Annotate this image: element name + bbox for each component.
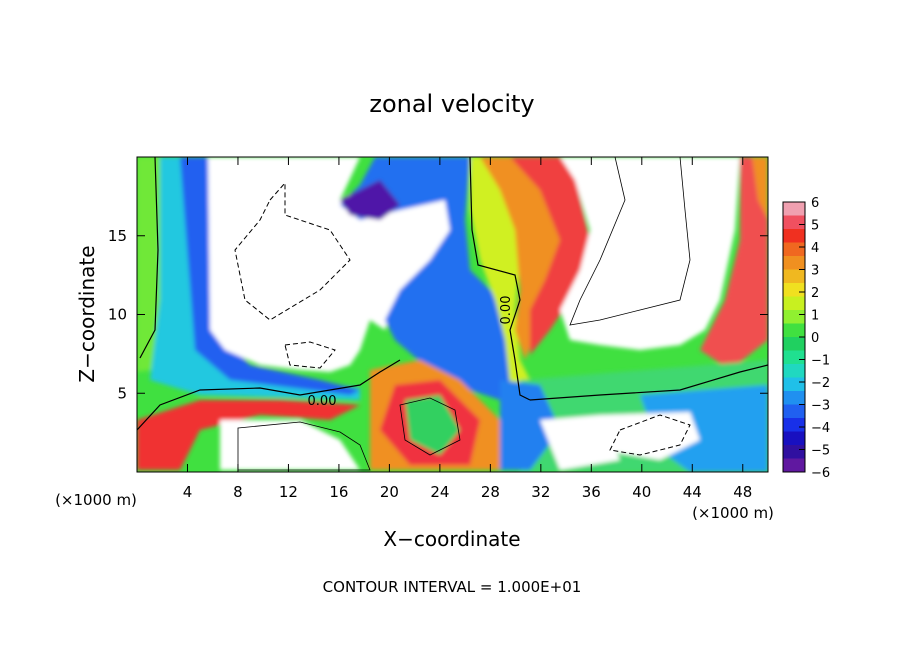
region-right-edge-orange (752, 157, 768, 220)
x-tick-label: 20 (380, 483, 399, 501)
colorbar-swatch (783, 458, 805, 473)
colorbar-swatch (783, 269, 805, 284)
contour-interval-footer: CONTOUR INTERVAL = 1.000E+01 (323, 578, 582, 596)
x-tick-label: 40 (632, 483, 651, 501)
region-lower-right-white (600, 412, 700, 460)
y-axis: 5 10 15 (108, 227, 768, 402)
colorbar-swatch (783, 242, 805, 257)
colorbar-swatch (783, 256, 805, 270)
x-tick-label: 4 (183, 483, 193, 501)
x-tick-label: 32 (531, 483, 550, 501)
colorbar-tick-label: 3 (811, 264, 819, 279)
contour-zero-left (139, 157, 159, 359)
colorbar-swatch (783, 202, 805, 216)
plot-field (137, 157, 768, 472)
colorbar-swatch (783, 418, 805, 432)
colorbar-tick-label: 5 (811, 219, 819, 234)
contour-dashed-small-left (284, 341, 336, 369)
region-bottom-center-blue (500, 380, 560, 470)
contour-dashed (234, 181, 691, 456)
contour-thin-center-blob (399, 397, 461, 456)
colorbar-swatch (783, 391, 805, 405)
x-unit-label-left: (×1000 m) (55, 491, 137, 509)
x-axis: 4 8 12 16 20 24 28 32 36 40 44 48 (183, 157, 752, 501)
colorbar-swatch (783, 229, 805, 243)
x-tick-label: 12 (279, 483, 298, 501)
contour-label-2: 0.00 (499, 296, 514, 325)
contour-zero-center (469, 157, 531, 401)
contour-label-1: 0.00 (308, 394, 337, 409)
colorbar-tick-label: 1 (811, 309, 819, 324)
colorbar-tick-label: −3 (811, 399, 830, 414)
x-tick-label: 8 (233, 483, 243, 501)
colorbar-tick-label: −5 (811, 444, 830, 459)
colorbar-swatch (783, 364, 805, 378)
colorbar-swatch (783, 445, 805, 459)
region-left-blue (180, 157, 360, 395)
colorbar-swatch (783, 431, 805, 446)
colorbar-tick-label: −4 (811, 421, 830, 436)
colorbar-tick-label: 4 (811, 241, 819, 256)
colorbar-swatch (783, 310, 805, 324)
x-tick-label: 36 (582, 483, 601, 501)
contour-lines (137, 157, 768, 431)
contour-thin-upper-right (569, 157, 691, 326)
x-tick-label: 44 (683, 483, 702, 501)
region-center-bottom-green (405, 395, 460, 455)
chart-title: zonal velocity (369, 90, 534, 118)
colorbar-tick-label: −2 (811, 376, 830, 391)
x-tick-label: 48 (733, 483, 752, 501)
colorbar-swatch (783, 377, 805, 392)
contour-zero-middle (137, 359, 401, 431)
colorbar-tick-label: 6 (811, 196, 819, 211)
colorbar-swatch (783, 323, 805, 338)
x-unit-label-right: (×1000 m) (692, 504, 774, 522)
region-right-red (510, 157, 590, 355)
region-center-purple (340, 180, 400, 220)
colorbar-swatch (783, 283, 805, 297)
x-tick-label: 24 (430, 483, 449, 501)
colorbar: 6 5 4 3 2 1 0 −1 −2 −3 −4 −5 −6 (782, 196, 830, 481)
region-center-blue (340, 157, 520, 400)
contour-dashed-lower-right (609, 414, 691, 456)
region-right-edge (700, 157, 768, 370)
x-tick-label: 28 (481, 483, 500, 501)
colorbar-tick-label: −1 (811, 354, 830, 369)
x-tick-label: 16 (329, 483, 348, 501)
contour-zero-right (529, 364, 768, 401)
y-tick-label: 10 (108, 306, 127, 324)
y-tick-label: 5 (117, 384, 127, 402)
y-axis-label: Z−coordinate (75, 245, 99, 382)
colorbar-swatch (783, 350, 805, 365)
y-tick-label: 15 (108, 227, 127, 245)
region-bottom-left-white (220, 420, 360, 470)
colorbar-tick-label: −6 (811, 466, 830, 481)
colorbar-swatch (783, 215, 805, 230)
colorbar-tick-label: 2 (811, 286, 819, 301)
contour-dashed-upper-left (234, 181, 351, 321)
region-white-upper-right (560, 157, 740, 350)
colorbar-swatch (783, 337, 805, 351)
colorbar-swatch (783, 296, 805, 311)
colorbar-swatch (783, 404, 805, 419)
x-axis-label: X−coordinate (383, 527, 520, 551)
region-bottom-mid-white (540, 415, 620, 470)
region-bottom-left-red (137, 400, 360, 470)
colorbar-tick-label: 0 (811, 331, 819, 346)
